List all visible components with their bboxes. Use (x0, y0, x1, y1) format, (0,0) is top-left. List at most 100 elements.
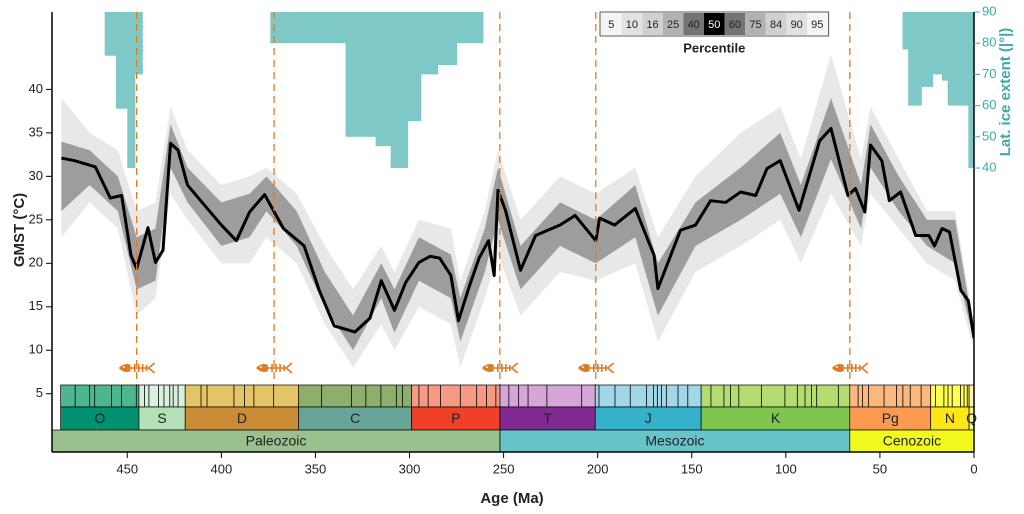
ice-bar (968, 12, 974, 169)
fish-eye (485, 366, 488, 368)
stage-row (594, 384, 702, 408)
fish-eye (260, 366, 263, 368)
stage-row (60, 384, 140, 408)
y-tick-label: 5 (36, 385, 43, 400)
y2-tick-label: 70 (982, 66, 996, 81)
ice-bar (390, 12, 409, 169)
x-tick-label: 50 (873, 461, 887, 476)
ice-bar (104, 12, 117, 56)
y-tick-label: 30 (29, 168, 43, 183)
x-tick-label: 450 (116, 461, 138, 476)
period-label: Q (966, 410, 977, 426)
legend-label: 90 (791, 19, 803, 31)
era-label: Paleozoic (246, 433, 307, 449)
x-tick-label: 150 (681, 461, 703, 476)
extinction-icon (831, 362, 869, 374)
legend-swatch (662, 13, 684, 35)
period-label: K (771, 410, 781, 426)
legend-swatch (601, 13, 622, 35)
fish-eye (581, 366, 584, 368)
x-tick-label: 200 (587, 461, 609, 476)
ice-bar (947, 12, 969, 106)
y-tick-label: 10 (29, 342, 43, 357)
fish-bones (843, 362, 869, 374)
legend-swatch (807, 13, 828, 35)
legend-label: 95 (811, 19, 823, 31)
y2-tick-label: 80 (982, 35, 996, 50)
era-box (849, 429, 974, 452)
y2-axis-title: Lat. ice extent (|°|) (997, 28, 1014, 157)
legend-swatch (765, 13, 787, 35)
ice-bar (942, 12, 949, 81)
y-axis-title: GMST (°C) (11, 193, 28, 267)
extinction-icon (118, 362, 156, 374)
y-tick-label: 35 (29, 124, 43, 139)
legend-label: 84 (770, 19, 782, 31)
y2-tick-label: 90 (982, 3, 996, 18)
x-axis-title: Age (Ma) (480, 490, 543, 507)
x-tick-label: 300 (399, 461, 421, 476)
ice-bar (456, 12, 484, 44)
legend-label: 60 (729, 19, 741, 31)
plot-area (52, 12, 974, 452)
legend-swatch (724, 13, 746, 35)
period-label: C (350, 410, 360, 426)
legend-swatch (745, 13, 766, 35)
x-tick-label: 350 (305, 461, 327, 476)
fish-bones (130, 362, 156, 374)
ice-bar (375, 12, 392, 147)
y2-tick-label: 60 (982, 97, 996, 112)
legend-label: 10 (626, 19, 638, 31)
period-label: Pg (882, 410, 899, 426)
stage-row (499, 384, 596, 408)
x-tick-label: 400 (210, 461, 232, 476)
ice-bar (908, 12, 922, 106)
fish-bones (493, 362, 519, 374)
extinction-icon (481, 362, 519, 374)
ice-bar (345, 12, 377, 137)
extinction-icon (577, 362, 615, 374)
ice-bar (270, 12, 347, 44)
legend-label: 50 (708, 19, 720, 31)
legend-label: 16 (646, 19, 658, 31)
stage-row (700, 384, 851, 408)
y-tick-label: 20 (29, 255, 43, 270)
period-label: T (543, 410, 552, 426)
ice-bar (437, 12, 458, 66)
percentile-band (61, 54, 974, 368)
y-tick-label: 40 (29, 81, 43, 96)
ice-bar (134, 12, 143, 75)
fish-bones (268, 362, 293, 374)
x-tick-label: 250 (493, 461, 515, 476)
stage-row (184, 384, 300, 408)
legend-swatch (786, 13, 807, 35)
fish-head (256, 364, 269, 372)
fish-bones (589, 362, 615, 374)
period-label: N (945, 410, 955, 426)
legend-swatch (621, 13, 643, 35)
legend-swatch (704, 13, 725, 35)
stage-row (930, 384, 970, 408)
legend-label: 25 (667, 19, 679, 31)
ice-bar (420, 12, 439, 75)
fish-head (577, 364, 590, 372)
legend-title: Percentile (683, 40, 745, 55)
era-label: Mesozoic (645, 433, 704, 449)
median-line (61, 127, 974, 339)
overlay: O S D C P T J K Pg N Q Paleozoic Mesozoic Cenozoic 450… (29, 3, 997, 476)
period-label: D (237, 410, 247, 426)
y2-tick-label: 40 (982, 159, 996, 174)
stage-row (298, 384, 412, 408)
x-tick-label: 0 (970, 461, 977, 476)
period-label: O (94, 410, 105, 426)
extinction-icon (256, 362, 293, 374)
legend-swatch (642, 13, 663, 35)
legend-label: 75 (749, 19, 761, 31)
era-label: Cenozoic (883, 433, 941, 449)
period-label: P (451, 410, 460, 426)
period-label: S (157, 410, 166, 426)
legend-swatch (683, 13, 704, 35)
fish-eye (122, 366, 125, 368)
stage-row (849, 384, 932, 408)
